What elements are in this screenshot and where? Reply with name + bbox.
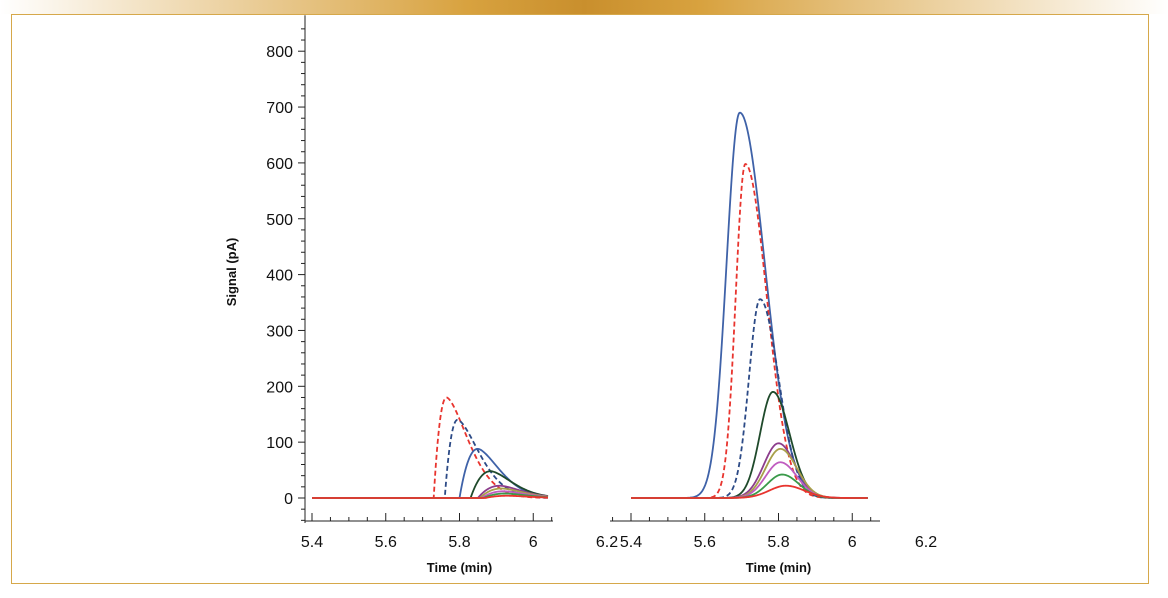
x-tick-label: 6.2 xyxy=(596,534,618,551)
figure-frame xyxy=(11,14,1149,584)
series-line-9 xyxy=(631,484,868,499)
header-band xyxy=(0,0,1168,14)
x-tick-label: 6.2 xyxy=(915,534,937,551)
x-tick-label: 5.8 xyxy=(767,534,789,551)
y-tick-label: 300 xyxy=(266,323,293,340)
x-tick-label: 6 xyxy=(848,534,857,551)
y-tick-label: 400 xyxy=(266,268,293,285)
series-line-3 xyxy=(631,298,868,499)
right-x-axis-title: Time (min) xyxy=(746,560,812,575)
x-tick-label: 5.4 xyxy=(620,534,642,551)
series-line-9 xyxy=(312,494,549,499)
series-line-2 xyxy=(312,418,549,499)
y-tick-label: 200 xyxy=(266,379,293,396)
left-series-group xyxy=(312,396,549,499)
y-tick-label: 700 xyxy=(266,100,293,117)
right-panel: 5.4 5.6 5.8 6 6.2 Time (min) xyxy=(610,111,937,575)
y-tick-label: 0 xyxy=(284,491,293,508)
y-tick-label: 800 xyxy=(266,44,293,61)
series-line-4 xyxy=(631,391,868,499)
y-axis-title: Signal (pA) xyxy=(224,238,239,307)
left-y-axis: 0 100 200 300 400 500 600 700 800 xyxy=(266,15,306,523)
right-series-group xyxy=(631,111,868,499)
x-tick-label: 5.6 xyxy=(375,534,397,551)
series-line-2 xyxy=(631,162,868,499)
right-x-axis: 5.4 5.6 5.8 6 6.2 xyxy=(610,513,937,551)
y-tick-label: 100 xyxy=(266,435,293,452)
series-line-5 xyxy=(631,442,868,499)
y-tick-label: 500 xyxy=(266,212,293,229)
x-tick-label: 5.6 xyxy=(694,534,716,551)
y-tick-label: 600 xyxy=(266,156,293,173)
x-tick-label: 6 xyxy=(529,534,538,551)
x-tick-label: 5.4 xyxy=(301,534,323,551)
x-tick-label: 5.8 xyxy=(448,534,470,551)
left-x-axis-title: Time (min) xyxy=(427,560,493,575)
left-x-axis: 5.4 5.6 5.8 6 6.2 xyxy=(301,513,618,551)
